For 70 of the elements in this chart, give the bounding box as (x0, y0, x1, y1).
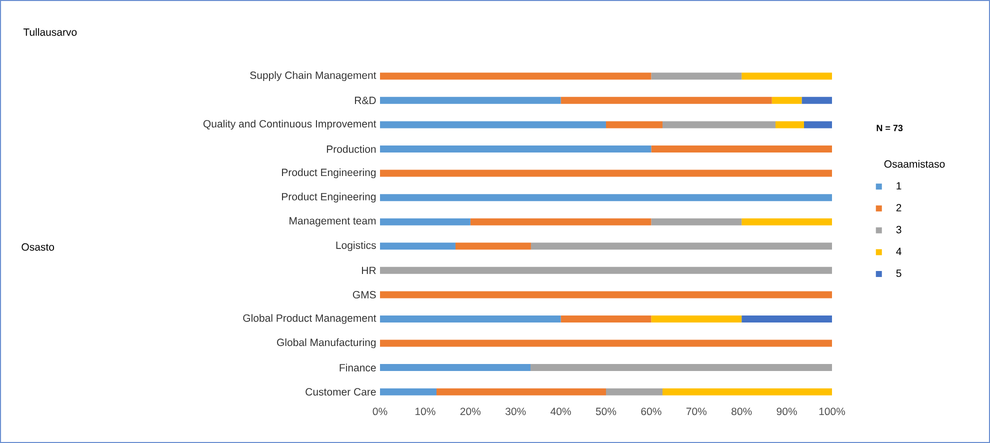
bar (380, 170, 832, 177)
bar (804, 121, 832, 128)
bar (436, 388, 606, 396)
bar (662, 388, 832, 396)
bar (802, 96, 832, 104)
bar (380, 291, 832, 298)
bar (530, 364, 832, 372)
legend-label: 5 (896, 270, 902, 277)
y-tick-label: Product Engineering (282, 168, 376, 178)
text: Osasto (22, 243, 54, 251)
legend-label: 1 (896, 182, 902, 190)
y-tick-label: Quality and Continuous Improvement (203, 120, 376, 130)
bar (651, 72, 742, 80)
bar (470, 218, 652, 226)
bar (651, 145, 832, 152)
bar (380, 218, 470, 226)
bar (776, 121, 804, 128)
legend-label: 4 (896, 248, 902, 256)
x-tick-label: 30% (505, 408, 526, 416)
x-tick-label: 50% (596, 408, 616, 416)
legend-label: 2 (896, 204, 902, 212)
y-tick-label: HR (362, 266, 376, 274)
bar (455, 242, 531, 250)
y-tick-label: Production (326, 145, 376, 153)
bar (742, 315, 832, 322)
x-tick-label: 100% (819, 408, 846, 416)
x-tick-label: 10% (416, 408, 436, 416)
bar (606, 388, 663, 396)
bar (380, 266, 832, 274)
y-tick-label: Finance (340, 364, 376, 372)
bar (380, 121, 606, 128)
y-tick-label: Product Engineering (282, 192, 376, 202)
bar (380, 96, 561, 104)
x-tick-label: 80% (732, 408, 752, 416)
bar (772, 96, 802, 104)
x-tick-label: 20% (460, 408, 481, 416)
y-tick-label: Management team (290, 217, 376, 227)
y-tick-label: Supply Chain Management (250, 71, 376, 82)
bar (380, 194, 832, 202)
y-tick-label: Customer Care (306, 388, 376, 396)
bar (380, 315, 561, 322)
bar (380, 364, 531, 372)
bar (380, 388, 437, 396)
x-tick-label: 70% (686, 408, 707, 416)
bar (651, 218, 742, 226)
bar (742, 218, 832, 226)
x-tick-label: 90% (776, 408, 797, 416)
bar (380, 145, 652, 152)
y-tick-label: R&D (355, 96, 376, 104)
legend-label: 3 (896, 226, 902, 234)
bar (380, 242, 456, 250)
bar (662, 121, 776, 128)
text: Tullausarvo (23, 28, 77, 36)
y-tick-label: GMS (352, 290, 376, 298)
x-tick-label: 60% (641, 408, 662, 416)
bar (651, 315, 742, 322)
bar (380, 72, 652, 80)
y-tick-label: Global Manufacturing (277, 338, 376, 348)
bar (530, 242, 832, 250)
bar (380, 340, 832, 347)
x-tick-label: 0% (372, 408, 388, 416)
y-tick-label: Global Product Management (243, 314, 376, 324)
x-tick-label: 40% (550, 408, 571, 416)
y-tick-label: Logistics (336, 241, 376, 252)
text: N = 73 (876, 124, 903, 132)
legend-title: Osaamistaso (884, 160, 945, 168)
bar (560, 96, 772, 104)
bar (560, 315, 652, 322)
bar (742, 72, 832, 80)
bar (606, 121, 663, 128)
